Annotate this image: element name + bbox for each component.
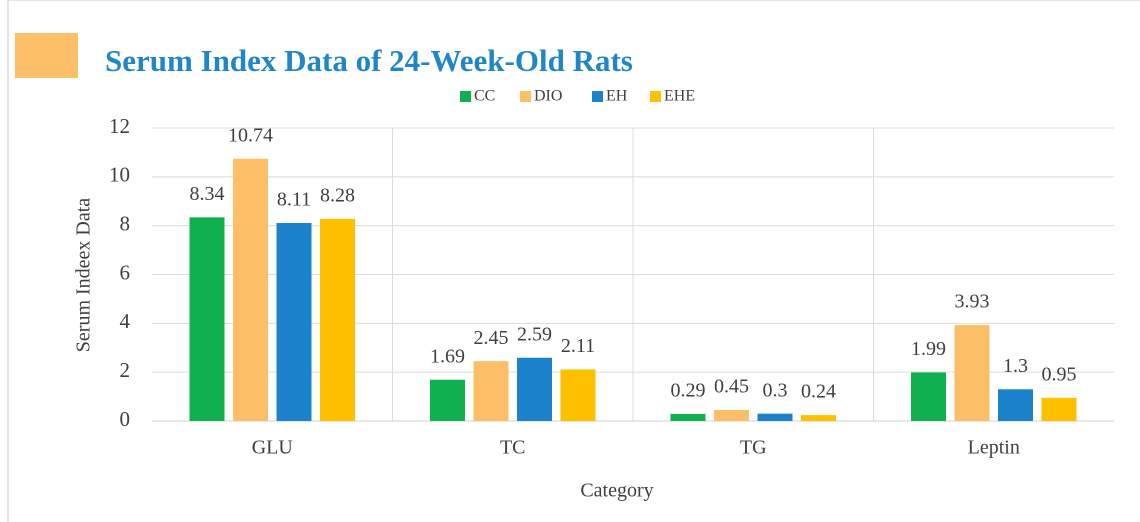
- bar: [714, 410, 749, 421]
- y-tick-label: 4: [120, 309, 131, 333]
- legend-label: EHE: [664, 88, 695, 105]
- data-label: 0.95: [1042, 363, 1077, 385]
- data-label: 1.69: [430, 345, 465, 367]
- data-label: 0.3: [763, 379, 788, 401]
- data-label: 2.11: [561, 335, 595, 357]
- bar: [276, 222, 312, 421]
- legend-swatch: [460, 91, 471, 102]
- chart-title: Serum Index Data of 24-Week-Old Rats: [105, 43, 633, 78]
- x-tick-label: GLU: [252, 437, 294, 459]
- bar: [473, 361, 509, 421]
- data-label: 10.74: [228, 124, 273, 146]
- legend-label: DIO: [534, 88, 562, 105]
- legend-swatch: [592, 91, 603, 102]
- y-tick-label: 12: [109, 114, 130, 138]
- x-tick-label: Leptin: [968, 437, 1020, 459]
- data-label: 2.45: [474, 327, 509, 349]
- legend-label: CC: [474, 88, 495, 105]
- data-label: 8.28: [320, 184, 355, 206]
- x-tick-label: TC: [500, 437, 526, 459]
- bar: [320, 218, 355, 421]
- bar: [757, 413, 793, 421]
- bar: [189, 217, 225, 421]
- bar: [911, 372, 946, 421]
- title-decoration: [15, 33, 78, 78]
- bar: [670, 413, 706, 421]
- y-tick-label: 6: [120, 260, 131, 284]
- bar: [430, 379, 465, 421]
- y-tick-label: 2: [120, 358, 131, 382]
- data-label: 0.24: [801, 381, 836, 403]
- bar: [517, 357, 552, 421]
- legend-swatch: [650, 91, 661, 102]
- y-tick-label: 10: [109, 163, 130, 187]
- data-label: 1.3: [1003, 355, 1028, 377]
- legend-swatch: [520, 91, 531, 102]
- bar: [1041, 397, 1077, 421]
- data-label: 8.11: [277, 189, 311, 211]
- data-label: 0.45: [714, 376, 749, 398]
- data-label: 0.29: [671, 380, 706, 402]
- legend-label: EH: [606, 88, 628, 105]
- y-tick-label: 0: [120, 407, 131, 431]
- frame: [7, 0, 1140, 522]
- x-tick-label: TG: [740, 437, 767, 459]
- bar: [560, 369, 596, 421]
- data-label: 1.99: [911, 338, 946, 360]
- data-label: 8.34: [190, 183, 225, 205]
- bar: [998, 389, 1033, 421]
- x-axis-label: Category: [580, 480, 653, 502]
- bar: [954, 325, 990, 421]
- data-label: 3.93: [955, 291, 990, 313]
- data-label: 2.59: [517, 323, 552, 345]
- bar: [801, 415, 836, 421]
- y-axis-label: Serum Indeex Data: [73, 198, 95, 353]
- bar: [233, 158, 268, 421]
- y-tick-label: 8: [120, 211, 131, 235]
